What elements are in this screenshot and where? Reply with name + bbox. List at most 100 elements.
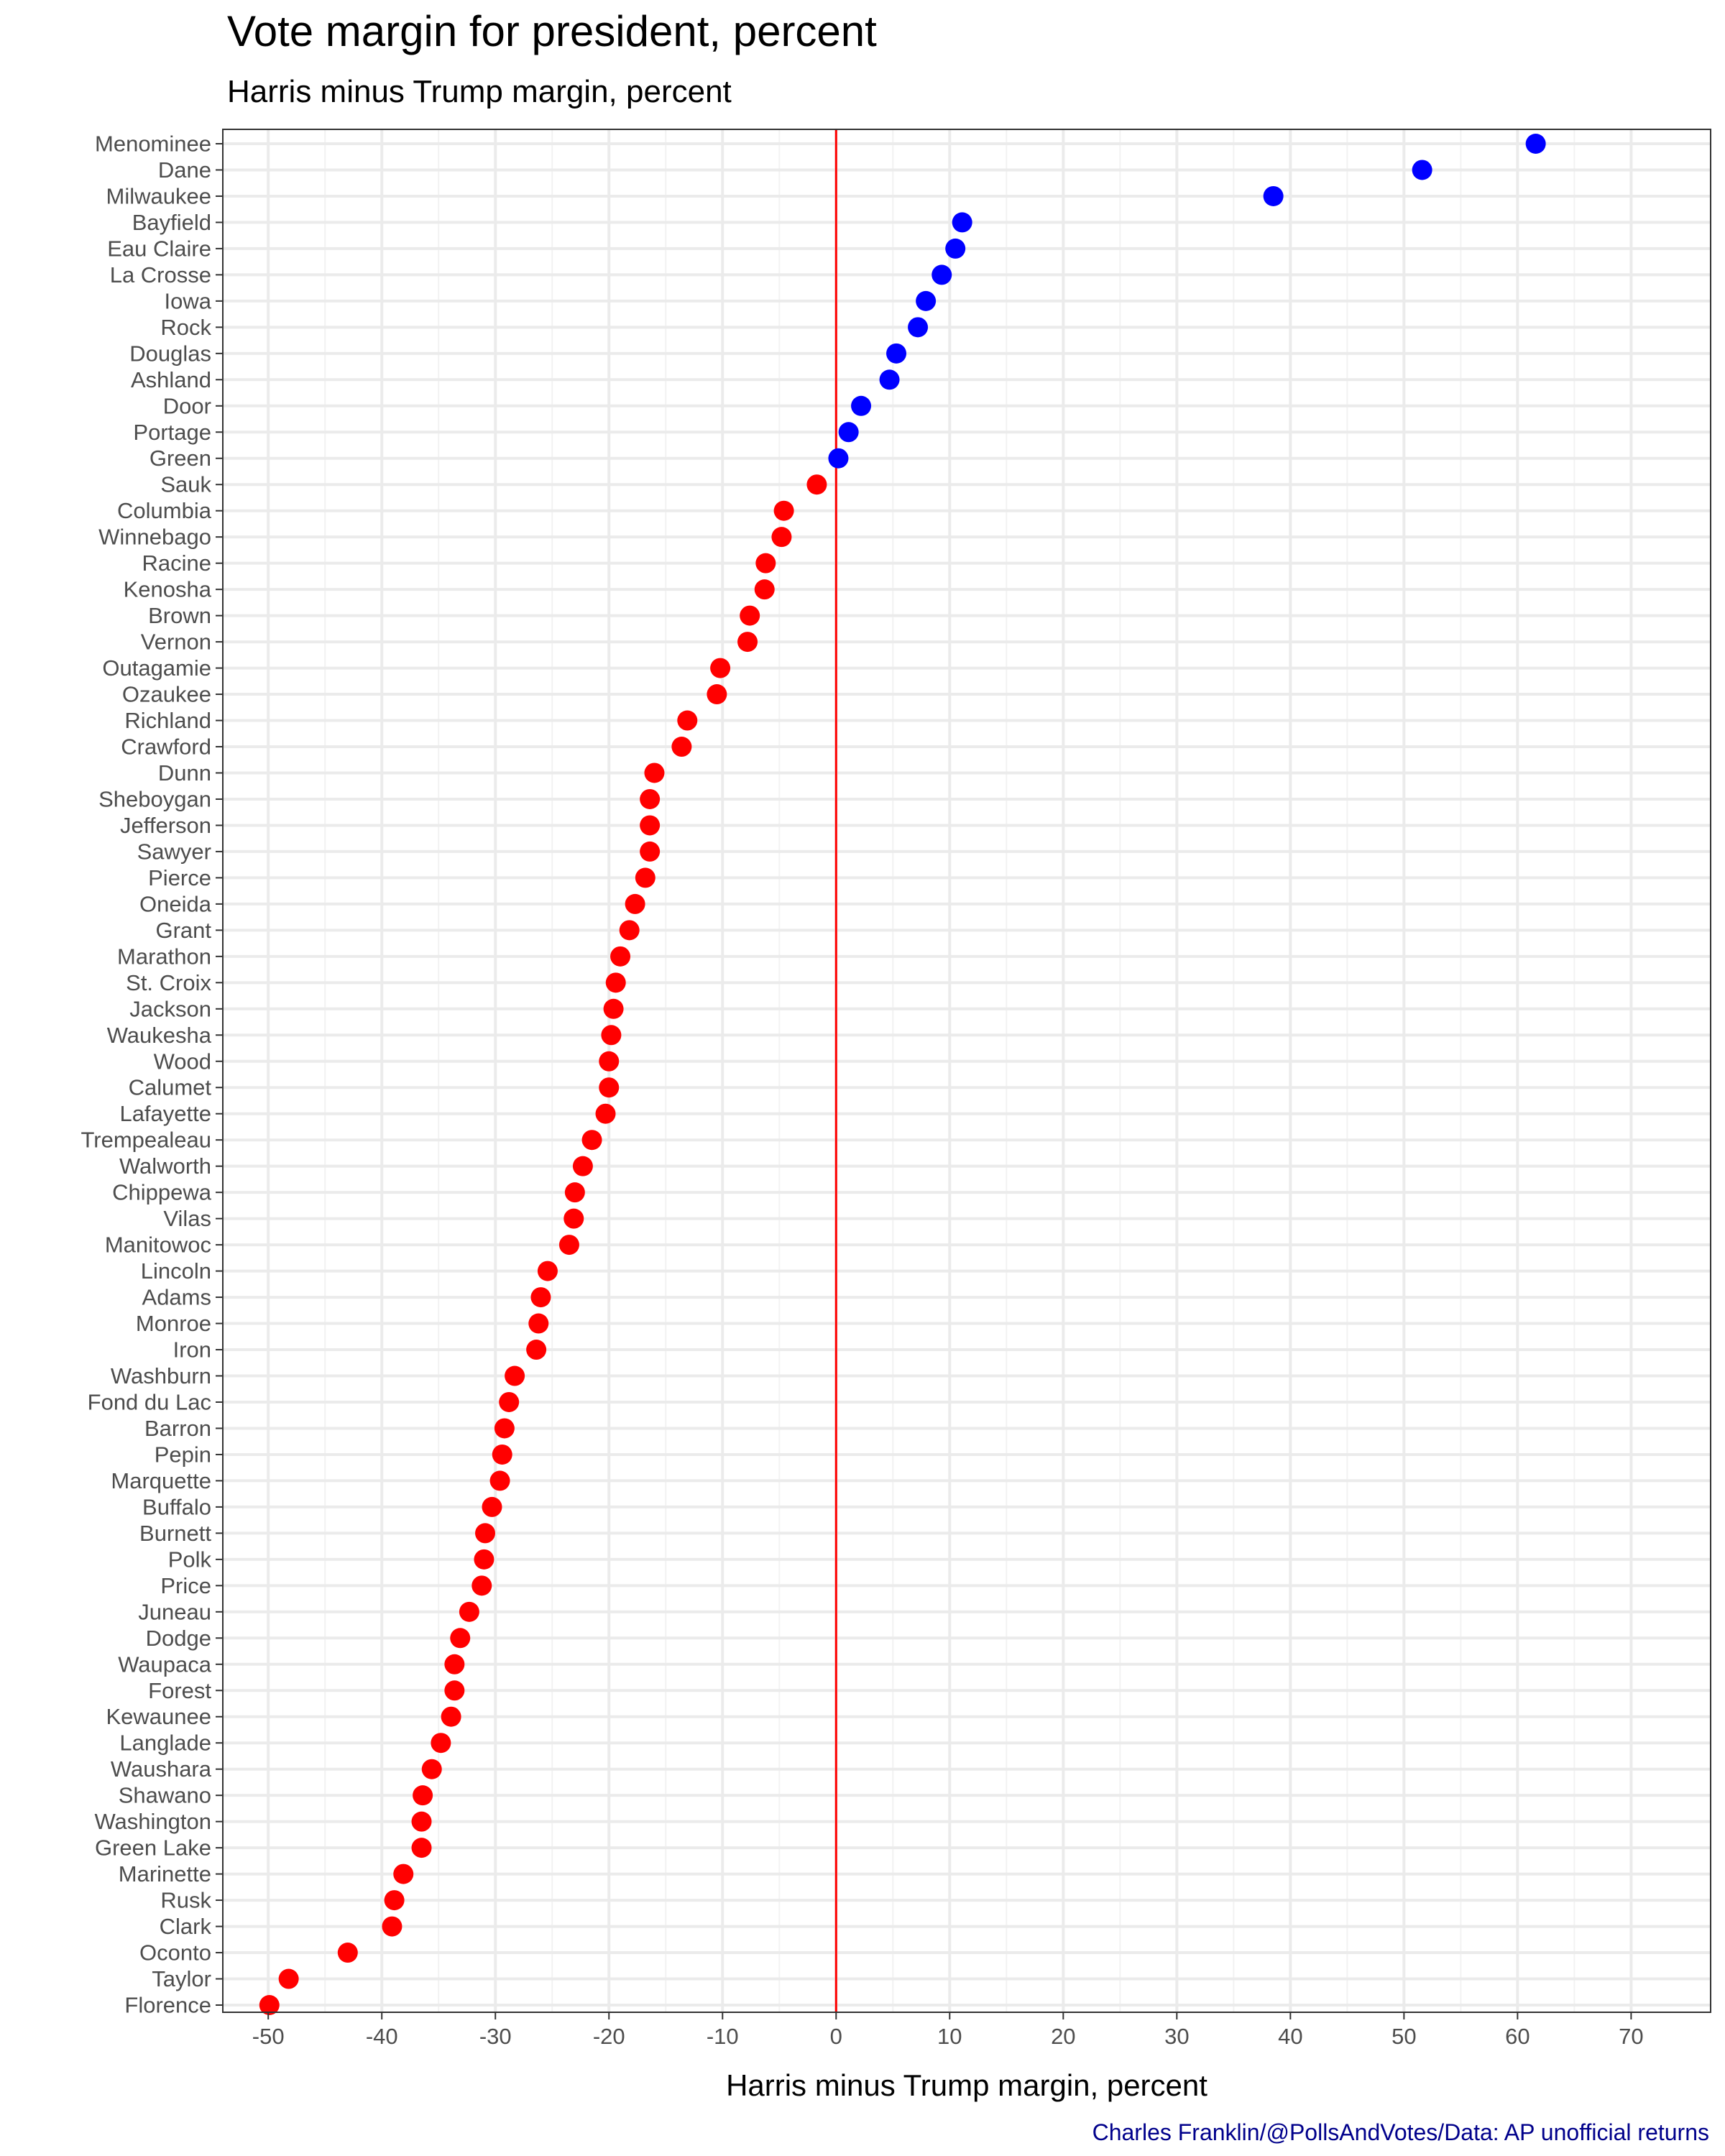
data-point: [945, 238, 966, 259]
y-tick-label: Outagamie: [102, 655, 211, 681]
y-tick-label: Ozaukee: [122, 682, 211, 707]
data-point: [640, 788, 661, 809]
y-tick-label: Washburn: [111, 1363, 211, 1388]
data-point: [838, 422, 859, 443]
data-point: [472, 1575, 492, 1596]
data-point: [740, 605, 760, 626]
data-point: [625, 893, 645, 914]
data-point: [635, 867, 656, 888]
y-tick-label: Clark: [160, 1914, 212, 1939]
y-tick-label: Buffalo: [142, 1494, 211, 1519]
data-point: [441, 1706, 461, 1727]
data-point: [444, 1680, 465, 1701]
data-point: [411, 1838, 432, 1858]
x-tick-label: -30: [479, 2024, 512, 2049]
data-point: [879, 369, 900, 390]
y-tick-label: Iowa: [165, 288, 212, 313]
data-point: [610, 946, 631, 967]
data-point: [411, 1811, 432, 1832]
y-tick-label: Kewaunee: [106, 1704, 211, 1729]
y-tick-label: Iron: [173, 1337, 211, 1363]
data-point: [474, 1549, 494, 1570]
y-tick-label: Pierce: [148, 865, 211, 890]
y-tick-label: Barron: [144, 1416, 211, 1441]
y-tick-label: Marathon: [117, 944, 211, 969]
data-point: [526, 1340, 547, 1360]
data-point: [499, 1391, 520, 1412]
y-tick-label: Marinette: [119, 1861, 211, 1886]
y-tick-label: Taylor: [152, 1966, 211, 1991]
data-point: [431, 1733, 451, 1754]
y-tick-label: Kenosha: [124, 577, 212, 602]
y-tick-label: Waukesha: [107, 1023, 212, 1048]
y-tick-label: Fond du Lac: [88, 1389, 211, 1414]
data-point: [450, 1628, 471, 1649]
y-tick-label: Eau Claire: [107, 236, 211, 261]
y-tick-label: Washington: [94, 1809, 211, 1834]
y-tick-label: Juneau: [138, 1599, 211, 1624]
chart-subtitle: Harris minus Trump margin, percent: [227, 74, 732, 109]
data-point: [278, 1968, 299, 1989]
data-point: [644, 763, 665, 783]
data-point: [482, 1496, 502, 1517]
chart-title: Vote margin for president, percent: [227, 7, 877, 55]
y-tick-label: Racine: [142, 550, 212, 576]
data-point: [1412, 160, 1432, 180]
x-tick-label: 60: [1505, 2024, 1530, 2049]
y-tick-label: Burnett: [139, 1521, 211, 1546]
data-point: [908, 317, 929, 338]
data-point: [828, 448, 849, 469]
data-point: [851, 395, 872, 416]
y-tick-label: Oconto: [139, 1940, 211, 1966]
data-point: [952, 212, 972, 233]
y-tick-label: Price: [160, 1573, 211, 1598]
data-point: [421, 1759, 442, 1779]
y-tick-label: Oneida: [139, 891, 212, 916]
data-point: [564, 1182, 585, 1203]
y-tick-label: Crawford: [121, 734, 211, 760]
data-point: [459, 1601, 479, 1622]
y-tick-label: Portage: [133, 420, 211, 445]
y-tick-label: Chippewa: [112, 1180, 212, 1205]
x-tick-label: 50: [1392, 2024, 1416, 2049]
y-tick-label: Sauk: [160, 472, 211, 497]
data-point: [599, 1051, 620, 1072]
y-tick-label: Waushara: [111, 1756, 212, 1782]
y-tick-label: Rock: [160, 315, 211, 340]
y-tick-label: Florence: [124, 1993, 211, 2018]
data-point: [413, 1785, 433, 1806]
y-tick-label: Pepin: [155, 1442, 211, 1467]
y-tick-label: Brown: [148, 603, 211, 628]
y-tick-label: Menominee: [95, 132, 211, 157]
y-tick-label: Forest: [148, 1678, 211, 1703]
y-tick-label: Vilas: [163, 1206, 211, 1231]
y-tick-label: Calumet: [129, 1075, 212, 1100]
data-point: [475, 1523, 496, 1544]
data-point: [605, 972, 626, 993]
data-point: [916, 290, 937, 311]
data-point: [603, 998, 624, 1019]
y-tick-label: Ashland: [131, 367, 211, 392]
data-point: [595, 1103, 616, 1124]
y-tick-label: Waupaca: [118, 1651, 212, 1677]
data-point: [671, 737, 692, 757]
y-tick-label: Monroe: [136, 1311, 211, 1336]
data-point: [530, 1287, 551, 1308]
y-tick-label: La Crosse: [110, 262, 211, 287]
x-tick-label: 10: [937, 2024, 962, 2049]
data-point: [737, 632, 758, 653]
y-tick-label: Langlade: [119, 1731, 211, 1756]
data-point: [755, 553, 776, 573]
data-point: [640, 815, 661, 836]
y-tick-label: Rusk: [160, 1888, 211, 1913]
y-tick-label: Green: [150, 446, 211, 471]
data-point: [707, 684, 727, 705]
y-tick-label: Walworth: [119, 1153, 211, 1179]
data-point: [581, 1130, 602, 1151]
data-point: [393, 1864, 414, 1884]
data-point: [599, 1077, 620, 1098]
y-tick-label: Grant: [155, 918, 211, 943]
data-point: [494, 1418, 515, 1439]
data-point: [505, 1365, 525, 1386]
